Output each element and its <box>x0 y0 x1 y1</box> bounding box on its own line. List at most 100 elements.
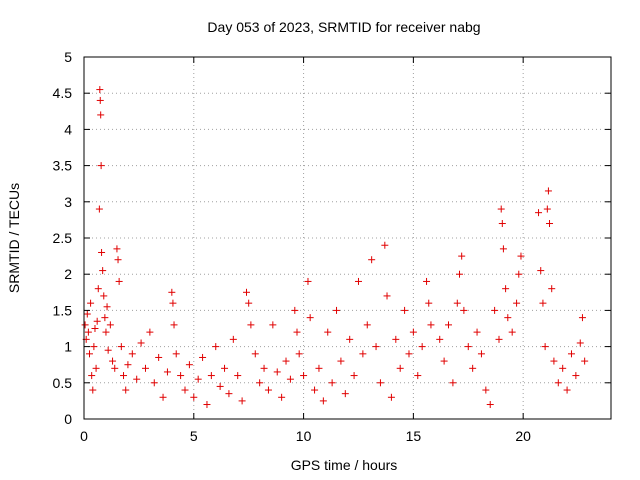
data-point <box>517 252 525 260</box>
grid-lines <box>84 57 611 419</box>
data-point <box>418 343 426 351</box>
data-point <box>311 386 319 394</box>
y-tick-label: 4.5 <box>53 85 73 101</box>
data-point <box>427 321 435 329</box>
data-point <box>93 317 101 325</box>
plot-frame <box>83 56 612 420</box>
data-point <box>436 335 444 343</box>
data-point <box>122 386 130 394</box>
data-point <box>221 364 229 372</box>
x-axis-label: GPS time / hours <box>291 457 398 473</box>
data-point <box>102 328 110 336</box>
data-point <box>291 306 299 314</box>
data-point <box>120 372 128 380</box>
y-tick-label: 5 <box>64 49 72 65</box>
data-point <box>544 187 552 195</box>
data-point <box>172 350 180 358</box>
data-point <box>578 314 586 322</box>
data-point <box>146 328 154 336</box>
data-point <box>212 343 220 351</box>
data-point <box>440 357 448 365</box>
data-point <box>96 86 104 94</box>
data-point <box>473 328 481 336</box>
data-point <box>337 357 345 365</box>
data-point <box>96 96 104 104</box>
data-point <box>554 379 562 387</box>
data-point <box>445 321 453 329</box>
data-point <box>97 162 105 170</box>
data-point <box>537 267 545 275</box>
data-point <box>85 350 93 358</box>
data-point <box>328 379 336 387</box>
data-point <box>293 328 301 336</box>
data-point <box>137 339 145 347</box>
data-point <box>548 285 556 293</box>
data-point <box>469 364 477 372</box>
data-point <box>508 328 516 336</box>
data-point <box>315 364 323 372</box>
data-point <box>396 364 404 372</box>
data-point <box>104 346 112 354</box>
data-point <box>498 220 506 228</box>
data-point <box>567 350 575 358</box>
data-point <box>90 343 98 351</box>
data-point <box>581 357 589 365</box>
data-point <box>190 393 198 401</box>
data-point <box>81 321 89 329</box>
data-point <box>185 361 193 369</box>
chart-title: Day 053 of 2023, SRMTID for receiver nab… <box>207 19 480 35</box>
data-point <box>409 328 417 336</box>
data-point <box>346 335 354 343</box>
data-point <box>513 299 521 307</box>
data-point <box>491 306 499 314</box>
data-point <box>99 267 107 275</box>
data-point <box>376 379 384 387</box>
data-point <box>543 205 551 213</box>
data-point <box>103 303 111 311</box>
data-point <box>572 372 580 380</box>
data-point <box>449 379 457 387</box>
data-point <box>559 364 567 372</box>
data-point <box>170 321 178 329</box>
data-point <box>387 393 395 401</box>
data-point <box>455 270 463 278</box>
data-point <box>363 321 371 329</box>
data-point <box>169 299 177 307</box>
y-tick-label: 0.5 <box>53 375 73 391</box>
data-point <box>458 252 466 260</box>
x-tick-label: 10 <box>296 428 312 444</box>
data-point <box>482 386 490 394</box>
data-point <box>229 335 237 343</box>
data-point <box>278 393 286 401</box>
data-point <box>295 350 303 358</box>
data-point <box>550 357 558 365</box>
data-point <box>539 299 547 307</box>
data-point <box>100 292 108 300</box>
data-point <box>497 205 505 213</box>
data-point <box>381 241 389 249</box>
data-point <box>155 353 163 361</box>
data-point <box>117 343 125 351</box>
data-point <box>502 285 510 293</box>
data-point <box>460 306 468 314</box>
data-point <box>541 343 549 351</box>
data-point <box>83 310 91 318</box>
data-point <box>273 368 281 376</box>
data-point <box>199 353 207 361</box>
y-tick-label: 0 <box>64 411 72 427</box>
x-axis-ticks: 0 5 10 15 20 <box>80 57 531 444</box>
data-point <box>324 328 332 336</box>
data-point <box>486 401 494 409</box>
data-point <box>91 325 99 332</box>
data-point <box>563 386 571 394</box>
data-point <box>260 364 268 372</box>
data-point <box>141 364 149 372</box>
data-point <box>92 364 100 372</box>
data-point <box>113 245 121 253</box>
y-axis-ticks: 0 0.5 1 1.5 2 2.5 3 3.5 4 4.5 5 <box>53 49 611 427</box>
data-point <box>88 372 96 380</box>
data-point <box>405 350 413 358</box>
data-point <box>423 277 431 285</box>
data-point <box>350 372 358 380</box>
